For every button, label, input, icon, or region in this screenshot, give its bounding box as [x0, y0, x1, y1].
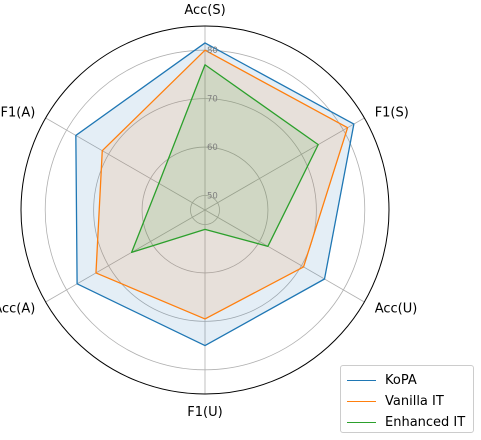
legend-swatch-2 [347, 422, 376, 423]
legend-label-2: Enhanced IT [385, 415, 466, 430]
radial-tick-labels: 50 60 70 80 [207, 46, 218, 201]
axis-label-5: F1(A) [1, 106, 36, 121]
outer-frame [20, 25, 390, 395]
radial-tick-60: 60 [207, 143, 218, 153]
radial-tick-80: 80 [207, 46, 218, 56]
axis-label-0: Acc(S) [184, 3, 225, 18]
axis-label-4: Acc(A) [0, 302, 35, 317]
spoke-4 [45, 209, 206, 303]
spoke-5 [45, 117, 206, 211]
radial-tick-70: 70 [207, 95, 218, 105]
legend-label-0: KoPA [385, 373, 417, 388]
series-line-0 [75, 42, 355, 347]
axis-label-1: F1(S) [375, 106, 409, 121]
radial-tick-50: 50 [207, 191, 218, 201]
legend: KoPA Vanilla IT Enhanced IT [340, 365, 474, 433]
radar-grid [20, 25, 390, 395]
legend-swatch-1 [347, 401, 376, 402]
legend-item-2: Enhanced IT [347, 412, 467, 433]
series-fill-1 [95, 50, 348, 319]
spoke-2 [204, 209, 365, 303]
series-line-2 [130, 64, 319, 254]
radar-series [75, 42, 355, 347]
series-fill-0 [75, 42, 354, 346]
axis-label-3: F1(U) [187, 405, 222, 420]
series-fill-2 [131, 64, 319, 253]
legend-item-0: KoPA [347, 370, 467, 391]
spoke-1 [204, 117, 365, 211]
axis-label-2: Acc(U) [375, 302, 418, 317]
legend-label-1: Vanilla IT [385, 394, 444, 409]
legend-swatch-0 [347, 380, 376, 381]
legend-item-1: Vanilla IT [347, 391, 467, 412]
series-line-1 [95, 49, 349, 320]
axis-labels: Acc(S) F1(S) Acc(U) F1(U) Acc(A) F1(A) [0, 3, 417, 420]
